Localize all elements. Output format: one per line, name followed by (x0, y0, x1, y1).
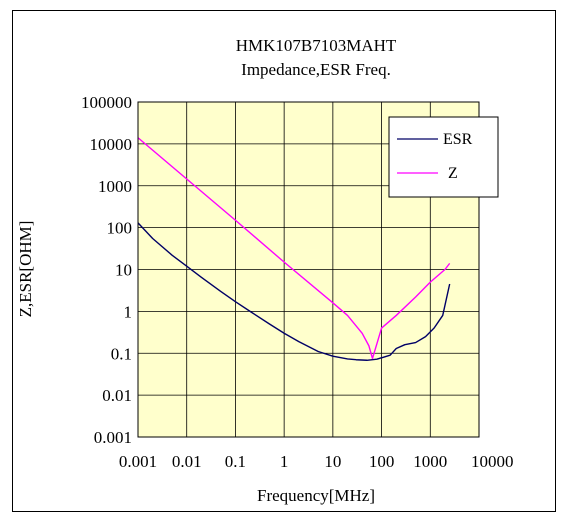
x-tick-label: 10000 (471, 452, 514, 471)
y-tick-label: 100000 (81, 93, 132, 112)
y-tick-label: 100 (107, 219, 133, 238)
x-axis-label: Frequency[MHz] (257, 486, 375, 505)
x-tick-labels: 0.001 0.01 0.1 1 10 100 1000 10000 (119, 452, 514, 471)
legend-z-label: Z (448, 165, 458, 182)
impedance-esr-chart: HMK107B7103MAHT Impedance,ESR Freq. 0.00… (13, 11, 557, 513)
legend: ESR Z (389, 117, 498, 197)
y-tick-label: 10000 (90, 135, 133, 154)
x-tick-label: 10 (324, 452, 341, 471)
x-tick-label: 1 (280, 452, 289, 471)
y-tick-label: 0.001 (94, 428, 132, 447)
legend-esr-label: ESR (443, 131, 473, 148)
x-tick-label: 1000 (413, 452, 447, 471)
y-tick-label: 0.01 (102, 386, 132, 405)
chart-title: HMK107B7103MAHT (236, 36, 397, 55)
y-axis-label: Z,ESR[OHM] (16, 221, 35, 318)
chart-subtitle: Impedance,ESR Freq. (241, 60, 391, 79)
y-tick-label: 1 (124, 302, 133, 321)
y-tick-label: 10 (115, 261, 132, 280)
y-tick-labels: 0.001 0.01 0.1 1 10 100 1000 10000 100000 (81, 93, 132, 447)
y-tick-label: 1000 (98, 177, 132, 196)
chart-frame: HMK107B7103MAHT Impedance,ESR Freq. 0.00… (12, 10, 556, 512)
y-tick-label: 0.1 (111, 344, 132, 363)
x-tick-label: 0.01 (172, 452, 202, 471)
x-tick-label: 100 (369, 452, 395, 471)
x-tick-label: 0.1 (225, 452, 246, 471)
legend-box (389, 117, 498, 197)
x-tick-label: 0.001 (119, 452, 157, 471)
